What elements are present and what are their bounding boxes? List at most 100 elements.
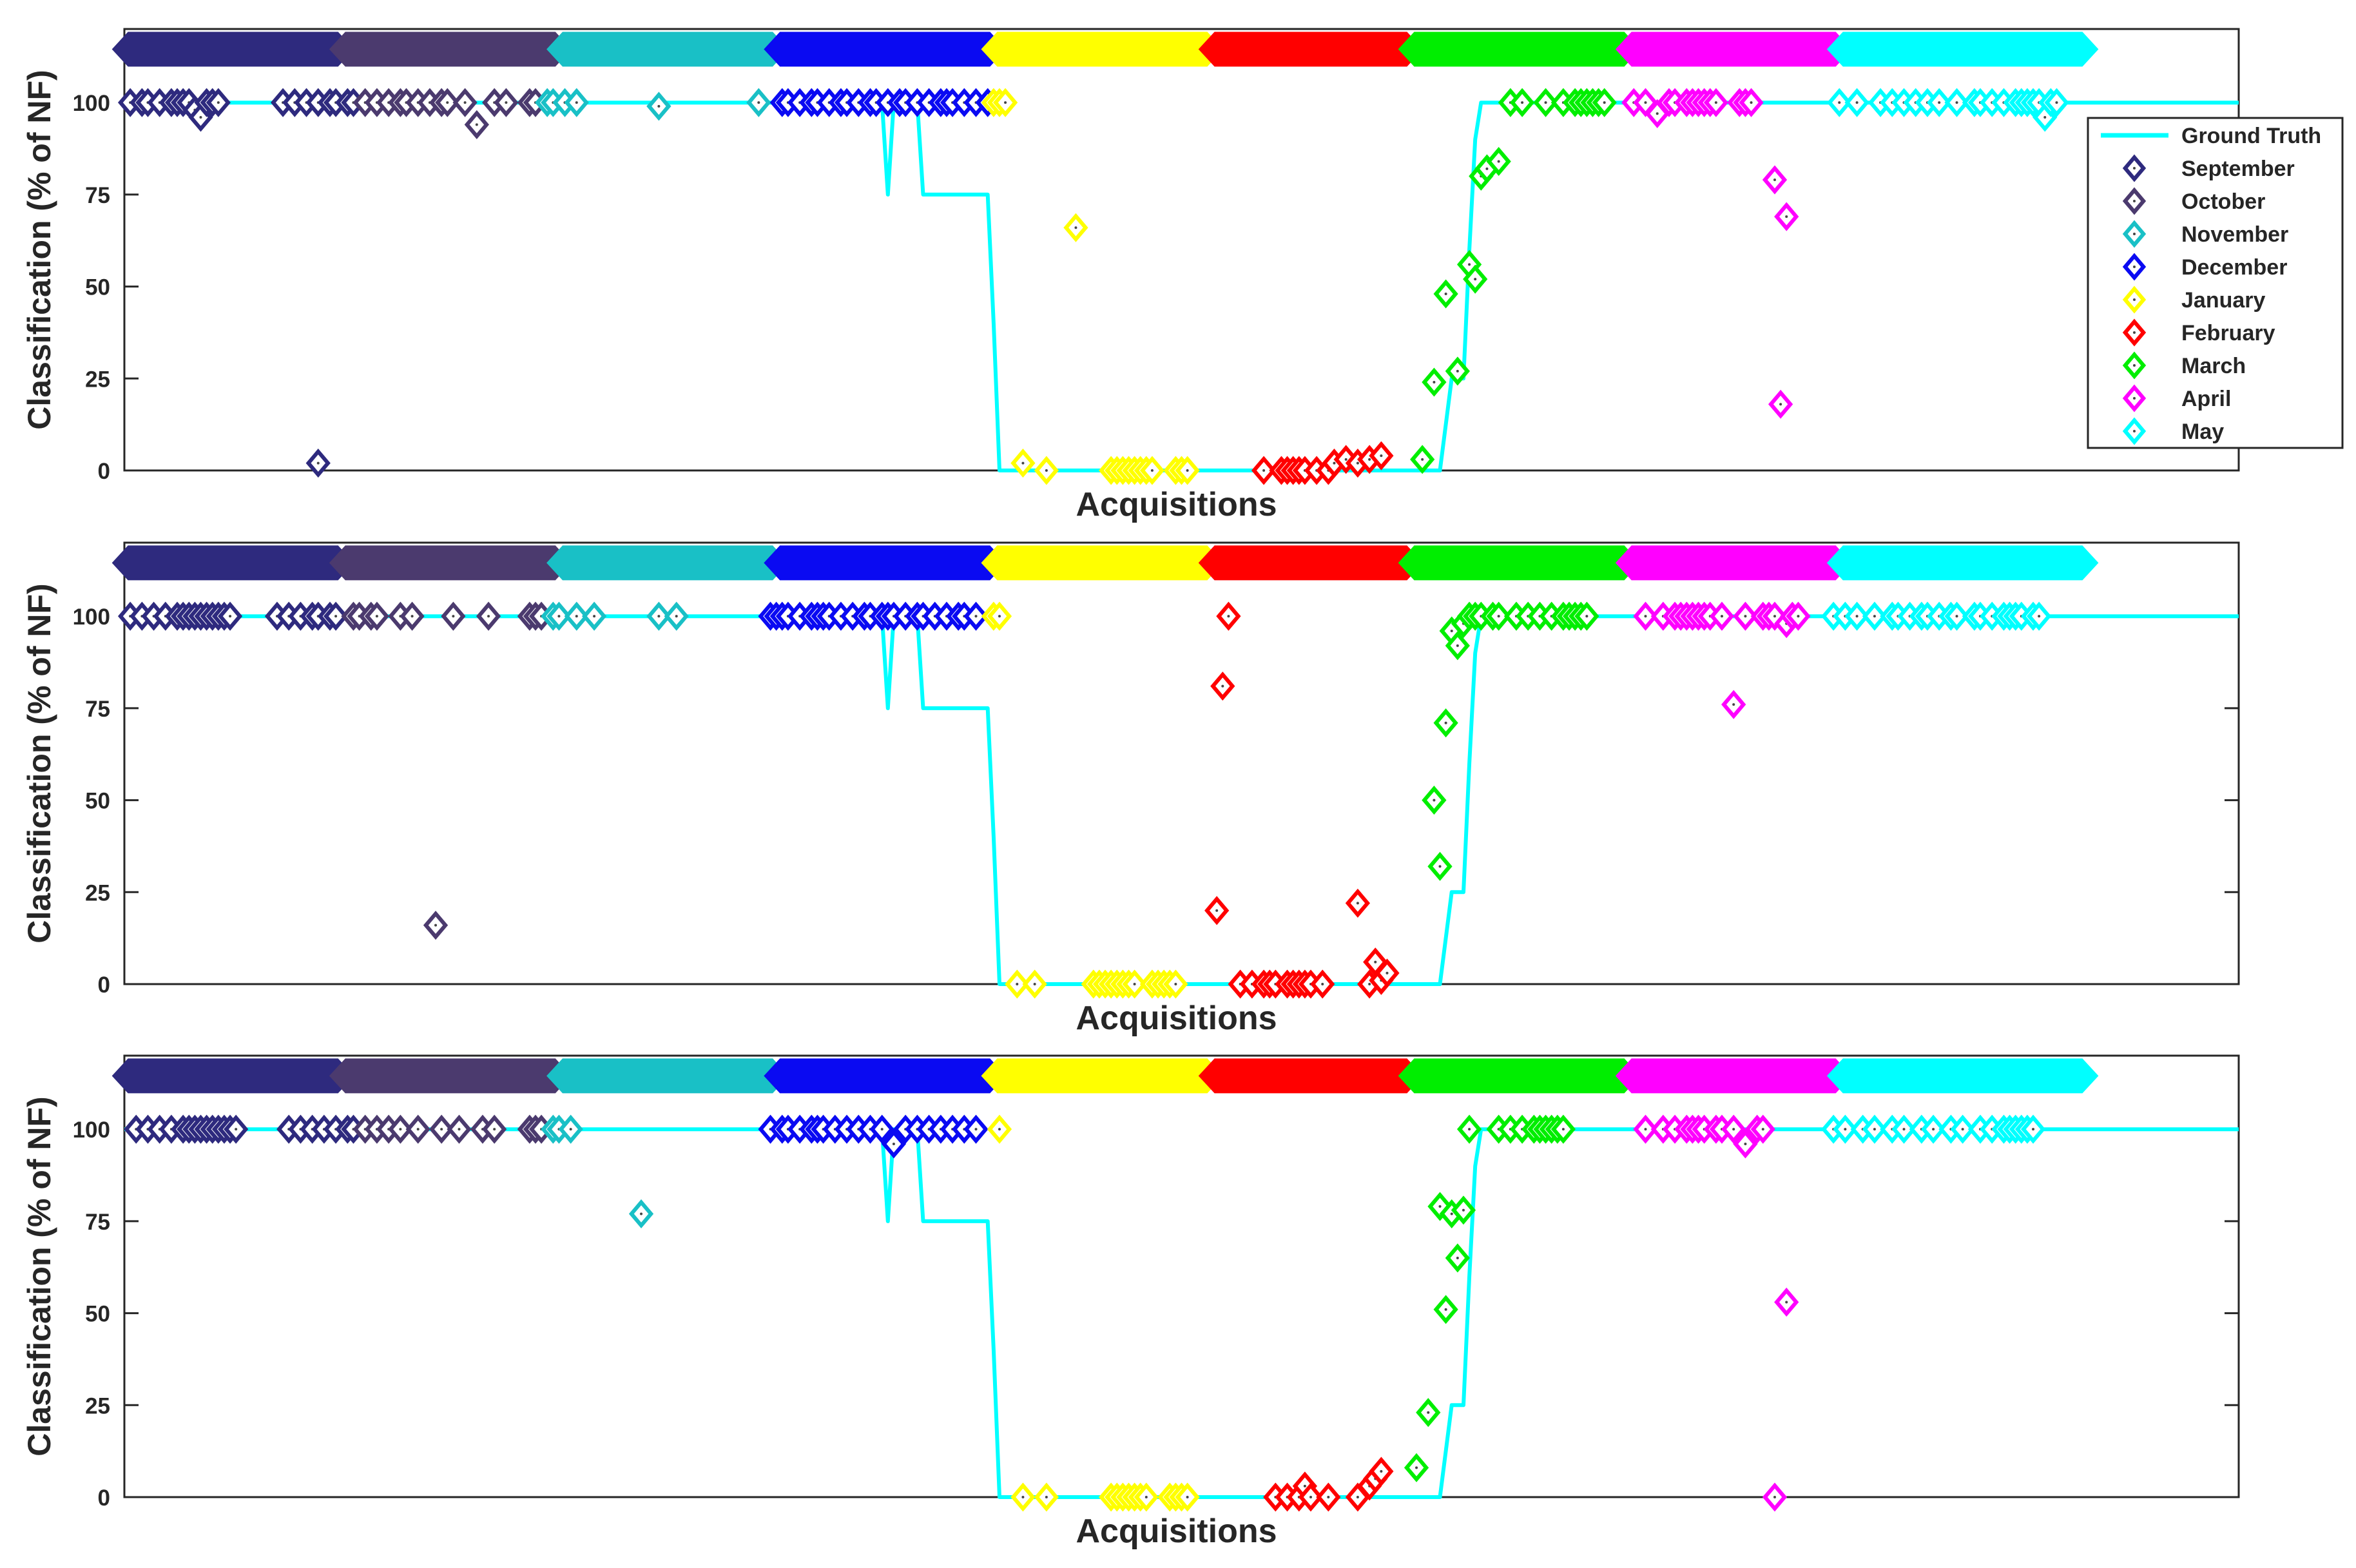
- data-point-center: [1327, 1496, 1330, 1498]
- x-axis-label: Acquisitions: [1076, 1513, 1277, 1550]
- data-point-center: [1785, 1301, 1788, 1304]
- data-point-center: [334, 615, 338, 618]
- legend: Ground Truth September October November Dece…: [2087, 117, 2344, 449]
- data-point-center: [1644, 1128, 1647, 1131]
- data-point-center: [1456, 369, 1459, 373]
- data-point-center: [1004, 101, 1007, 104]
- data-point-center: [410, 615, 414, 618]
- legend-label-february: February: [2181, 321, 2275, 345]
- month-band-march: [1398, 32, 1641, 67]
- y-tick-label: 50: [85, 789, 110, 814]
- data-point-center: [1450, 1212, 1453, 1215]
- y-axis-label: Classification (% of NF): [21, 70, 57, 429]
- data-point-center: [1644, 615, 1647, 618]
- data-point-center: [1773, 1496, 1777, 1498]
- month-band-september: [111, 32, 354, 67]
- data-point-center: [998, 1128, 1001, 1131]
- data-point-center: [1744, 615, 1747, 618]
- data-point-center: [1456, 1256, 1459, 1259]
- legend-swatch-center: [2133, 397, 2136, 400]
- data-point-center: [487, 615, 490, 618]
- data-point-center: [1456, 644, 1459, 647]
- data-point-center: [1415, 1466, 1418, 1469]
- month-band-april: [1615, 32, 1852, 67]
- data-point-center: [1561, 1128, 1565, 1131]
- data-point-center: [1344, 458, 1347, 461]
- data-point-center: [1938, 101, 1941, 104]
- data-point-center: [1380, 454, 1383, 458]
- data-point-center: [1444, 721, 1447, 724]
- data-point-center: [657, 104, 661, 108]
- data-point-center: [1474, 278, 1477, 281]
- month-band-november: [546, 32, 789, 67]
- data-point-center: [1045, 469, 1048, 472]
- legend-label-december: December: [2181, 255, 2287, 280]
- data-point-center: [1368, 458, 1371, 461]
- panel-3: 0 25 50 75 100 Classification (% of NF) Acquis…: [21, 1054, 2240, 1550]
- legend-swatch-center: [2133, 430, 2136, 432]
- data-point-center: [1750, 101, 1753, 104]
- data-point-center: [458, 1128, 461, 1131]
- data-point-center: [1433, 381, 1436, 383]
- data-point-center: [475, 123, 478, 126]
- data-point-center: [1544, 101, 1547, 104]
- legend-label-april: April: [2181, 387, 2231, 411]
- data-point-center: [316, 461, 320, 465]
- data-point-center: [1368, 983, 1371, 985]
- month-band-may: [1826, 545, 2099, 581]
- data-point-center: [1732, 703, 1735, 706]
- data-point-center: [1773, 179, 1777, 182]
- data-point-center: [199, 116, 202, 119]
- data-point-center: [1227, 615, 1230, 618]
- data-point-center: [1215, 909, 1219, 912]
- y-tick-label: 25: [85, 1393, 110, 1418]
- data-point-center: [1444, 293, 1447, 295]
- month-band-october: [329, 545, 572, 581]
- data-point-center: [1961, 1128, 1964, 1131]
- data-point-center: [1356, 461, 1359, 465]
- data-point-center: [1133, 983, 1136, 985]
- data-point-center: [1873, 1128, 1876, 1131]
- data-point-center: [493, 1128, 496, 1131]
- legend-label-november: November: [2181, 222, 2288, 247]
- data-point-center: [1485, 167, 1489, 170]
- data-point-center: [399, 1128, 402, 1131]
- data-point-center: [757, 101, 760, 104]
- data-point-center: [1321, 983, 1324, 985]
- data-point-center: [974, 615, 978, 618]
- data-point-center: [1021, 461, 1025, 465]
- data-point-center: [1421, 458, 1424, 461]
- data-point-center: [1356, 902, 1359, 905]
- data-point-center: [1838, 101, 1841, 104]
- data-point-center: [1016, 983, 1019, 985]
- data-point-center: [1932, 1128, 1935, 1131]
- data-point-center: [2055, 101, 2058, 104]
- data-point-center: [1497, 615, 1500, 618]
- data-point-center: [1462, 1208, 1465, 1212]
- data-point-center: [217, 101, 220, 104]
- y-tick-label: 100: [73, 605, 110, 630]
- y-tick-label: 25: [85, 880, 110, 905]
- data-point-center: [1186, 1496, 1189, 1498]
- panel-1: 0 25 50 75 100 Classification (% of NF) Acquis…: [21, 28, 2240, 523]
- data-point-center: [1468, 263, 1471, 266]
- y-tick-label: 100: [73, 1118, 110, 1143]
- data-point-center: [1955, 101, 1958, 104]
- data-point-center: [1186, 469, 1189, 472]
- y-tick-label: 75: [85, 183, 110, 208]
- data-point-center: [1045, 1496, 1048, 1498]
- data-point-center: [416, 1128, 420, 1131]
- x-axis-label: Acquisitions: [1076, 486, 1277, 523]
- month-band-december: [764, 545, 1007, 581]
- y-tick-label: 75: [85, 697, 110, 722]
- y-axis-label: Classification (% of NF): [21, 1096, 57, 1456]
- data-point-center: [1021, 1496, 1025, 1498]
- month-band-december: [764, 1058, 1007, 1094]
- data-point-center: [1732, 1128, 1735, 1131]
- y-tick-label: 0: [98, 973, 110, 998]
- data-point-center: [2038, 615, 2041, 618]
- data-point-center: [1603, 101, 1606, 104]
- data-point-center: [1144, 1496, 1148, 1498]
- month-band-april: [1615, 1058, 1852, 1094]
- month-band-february: [1198, 1058, 1424, 1094]
